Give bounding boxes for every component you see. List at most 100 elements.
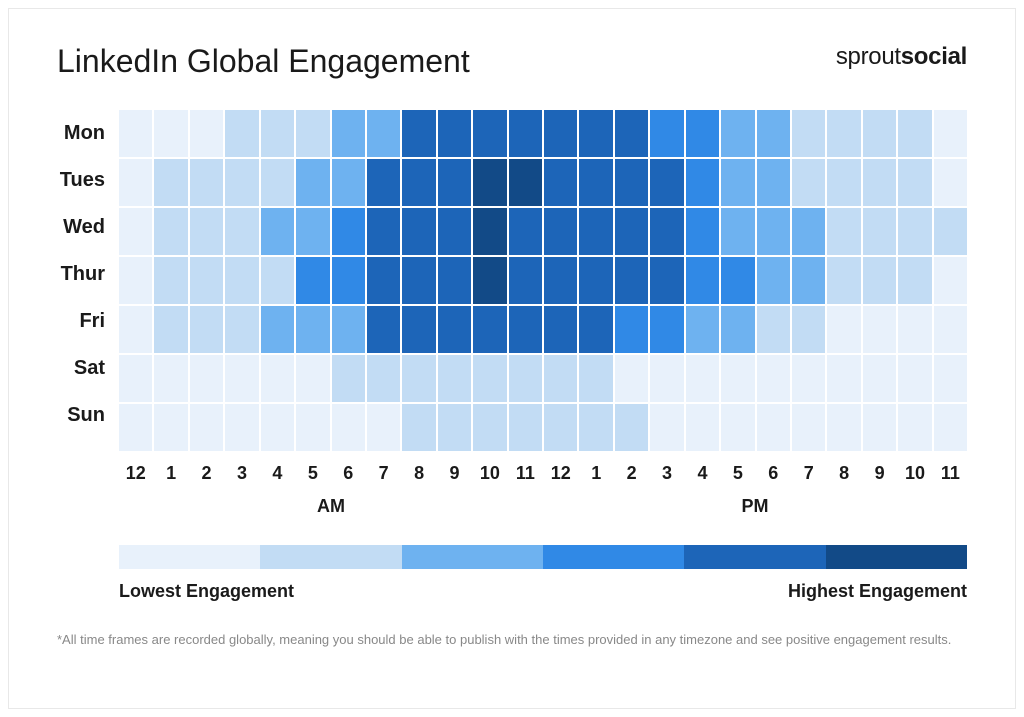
heatmap-cell: [509, 208, 542, 255]
heatmap-cell: [686, 208, 719, 255]
heatmap-cell: [261, 208, 294, 255]
heatmap-cell: [367, 306, 400, 353]
heatmap-cell: [119, 257, 152, 304]
heatmap-cell: [686, 257, 719, 304]
day-label: Fri: [57, 298, 119, 345]
heatmap-cell: [332, 159, 365, 206]
heatmap-cell: [261, 110, 294, 157]
heatmap-cell: [367, 355, 400, 402]
heatmap-cell: [509, 355, 542, 402]
heatmap-cell: [544, 306, 577, 353]
heatmap-cell: [757, 404, 790, 451]
heatmap-cell: [579, 208, 612, 255]
heatmap-cell: [650, 208, 683, 255]
ampm-row: AM PM: [57, 496, 967, 517]
footnote: *All time frames are recorded globally, …: [57, 632, 967, 647]
heatmap-cell: [154, 257, 187, 304]
heatmap-cell: [190, 404, 223, 451]
legend-high-label: Highest Engagement: [788, 581, 967, 602]
heatmap-cell: [650, 355, 683, 402]
hour-label: 9: [863, 463, 896, 484]
heatmap-cell: [473, 159, 506, 206]
heatmap-cell: [898, 404, 931, 451]
legend-bar: [119, 545, 967, 569]
heatmap-cell: [863, 208, 896, 255]
heatmap-cell: [934, 110, 967, 157]
heatmap-cell: [615, 159, 648, 206]
header: LinkedIn Global Engagement sproutsocial: [57, 43, 967, 80]
heatmap-cell: [579, 159, 612, 206]
heatmap-cell: [827, 208, 860, 255]
heatmap-cell: [509, 404, 542, 451]
heatmap-cell: [154, 355, 187, 402]
heatmap-cell: [225, 355, 258, 402]
heatmap-cell: [509, 306, 542, 353]
heatmap-cell: [721, 208, 754, 255]
heatmap-cell: [934, 404, 967, 451]
hour-label: 8: [402, 463, 435, 484]
heatmap-cell: [119, 110, 152, 157]
heatmap-cell: [332, 208, 365, 255]
heatmap-cell: [544, 257, 577, 304]
heatmap-cell: [757, 110, 790, 157]
legend-labels: Lowest Engagement Highest Engagement: [119, 581, 967, 602]
heatmap-cell: [792, 159, 825, 206]
heatmap-cell: [509, 257, 542, 304]
heatmap-cell: [650, 110, 683, 157]
heatmap-cell: [367, 110, 400, 157]
heatmap-cell: [154, 306, 187, 353]
hour-label: 4: [686, 463, 719, 484]
heatmap-cell: [296, 208, 329, 255]
heatmap-cell: [296, 404, 329, 451]
legend-low-label: Lowest Engagement: [119, 581, 294, 602]
heatmap-cell: [686, 355, 719, 402]
heatmap-cell: [863, 306, 896, 353]
heatmap-cell: [615, 355, 648, 402]
heatmap-cell: [579, 355, 612, 402]
heatmap-cell: [296, 159, 329, 206]
heatmap-cell: [225, 159, 258, 206]
heatmap-cell: [473, 404, 506, 451]
heatmap-cell: [473, 306, 506, 353]
heatmap-cell: [898, 355, 931, 402]
heatmap-cell: [686, 159, 719, 206]
heatmap-cell: [686, 306, 719, 353]
heatmap-cell: [898, 208, 931, 255]
heatmap-cell: [473, 208, 506, 255]
hour-label: 10: [473, 463, 506, 484]
heatmap-cell: [650, 306, 683, 353]
heatmap-cell: [863, 355, 896, 402]
heatmap-cell: [721, 257, 754, 304]
heatmap-cell: [367, 257, 400, 304]
heatmap-cell: [154, 110, 187, 157]
legend: Lowest Engagement Highest Engagement: [119, 545, 967, 602]
heatmap-cell: [863, 257, 896, 304]
pm-label: PM: [543, 496, 967, 517]
day-label: Tues: [57, 157, 119, 204]
heatmap-cell: [898, 110, 931, 157]
heatmap-cell: [721, 110, 754, 157]
chart-title: LinkedIn Global Engagement: [57, 43, 470, 80]
heatmap-cell: [296, 110, 329, 157]
heatmap-cell: [863, 110, 896, 157]
legend-segment: [684, 545, 825, 569]
hour-label: 7: [367, 463, 400, 484]
heatmap-row: [119, 257, 967, 304]
heatmap-cell: [225, 257, 258, 304]
heatmap-cell: [509, 159, 542, 206]
heatmap-cell: [863, 404, 896, 451]
heatmap-cell: [544, 404, 577, 451]
heatmap-cell: [438, 355, 471, 402]
heatmap-cell: [402, 404, 435, 451]
heatmap-cell: [615, 208, 648, 255]
heatmap-cell: [119, 306, 152, 353]
hour-label: 9: [438, 463, 471, 484]
heatmap-cell: [190, 110, 223, 157]
heatmap-cell: [615, 306, 648, 353]
heatmap-cell: [225, 208, 258, 255]
heatmap-cell: [402, 306, 435, 353]
hour-label: 1: [579, 463, 612, 484]
heatmap-cell: [544, 208, 577, 255]
heatmap-cell: [934, 306, 967, 353]
heatmap-cell: [367, 404, 400, 451]
